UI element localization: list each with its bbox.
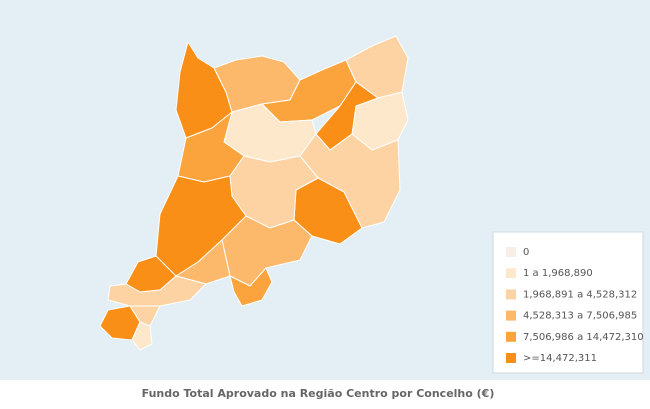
- legend: 0 1 a 1,968,890 1,968,891 a 4,528,312 4,528…: [506, 247, 644, 364]
- legend-swatch: [506, 310, 516, 321]
- legend-label: 1,968,891 a 4,528,312: [523, 289, 637, 300]
- map-regions: [99, 35, 409, 351]
- legend-swatch: [506, 289, 516, 300]
- legend-swatch: [506, 268, 516, 279]
- legend-label: 1 a 1,968,890: [523, 268, 593, 279]
- legend-swatch: [506, 331, 516, 342]
- legend-box: [492, 231, 644, 374]
- legend-label: 4,528,313 a 7,506,985: [523, 311, 637, 322]
- legend-swatch: [506, 353, 516, 363]
- region: [107, 275, 207, 307]
- legend-label: 7,506,986 a 14,472,310: [523, 332, 644, 343]
- map-caption: Fundo Total Aprovado na Região Centro po…: [142, 387, 495, 400]
- region: [229, 267, 273, 307]
- legend-label: 0: [523, 247, 529, 258]
- legend-label: >=14,472,311: [523, 353, 597, 364]
- region: [175, 239, 231, 285]
- region: [131, 321, 153, 351]
- legend-swatch: [506, 247, 516, 257]
